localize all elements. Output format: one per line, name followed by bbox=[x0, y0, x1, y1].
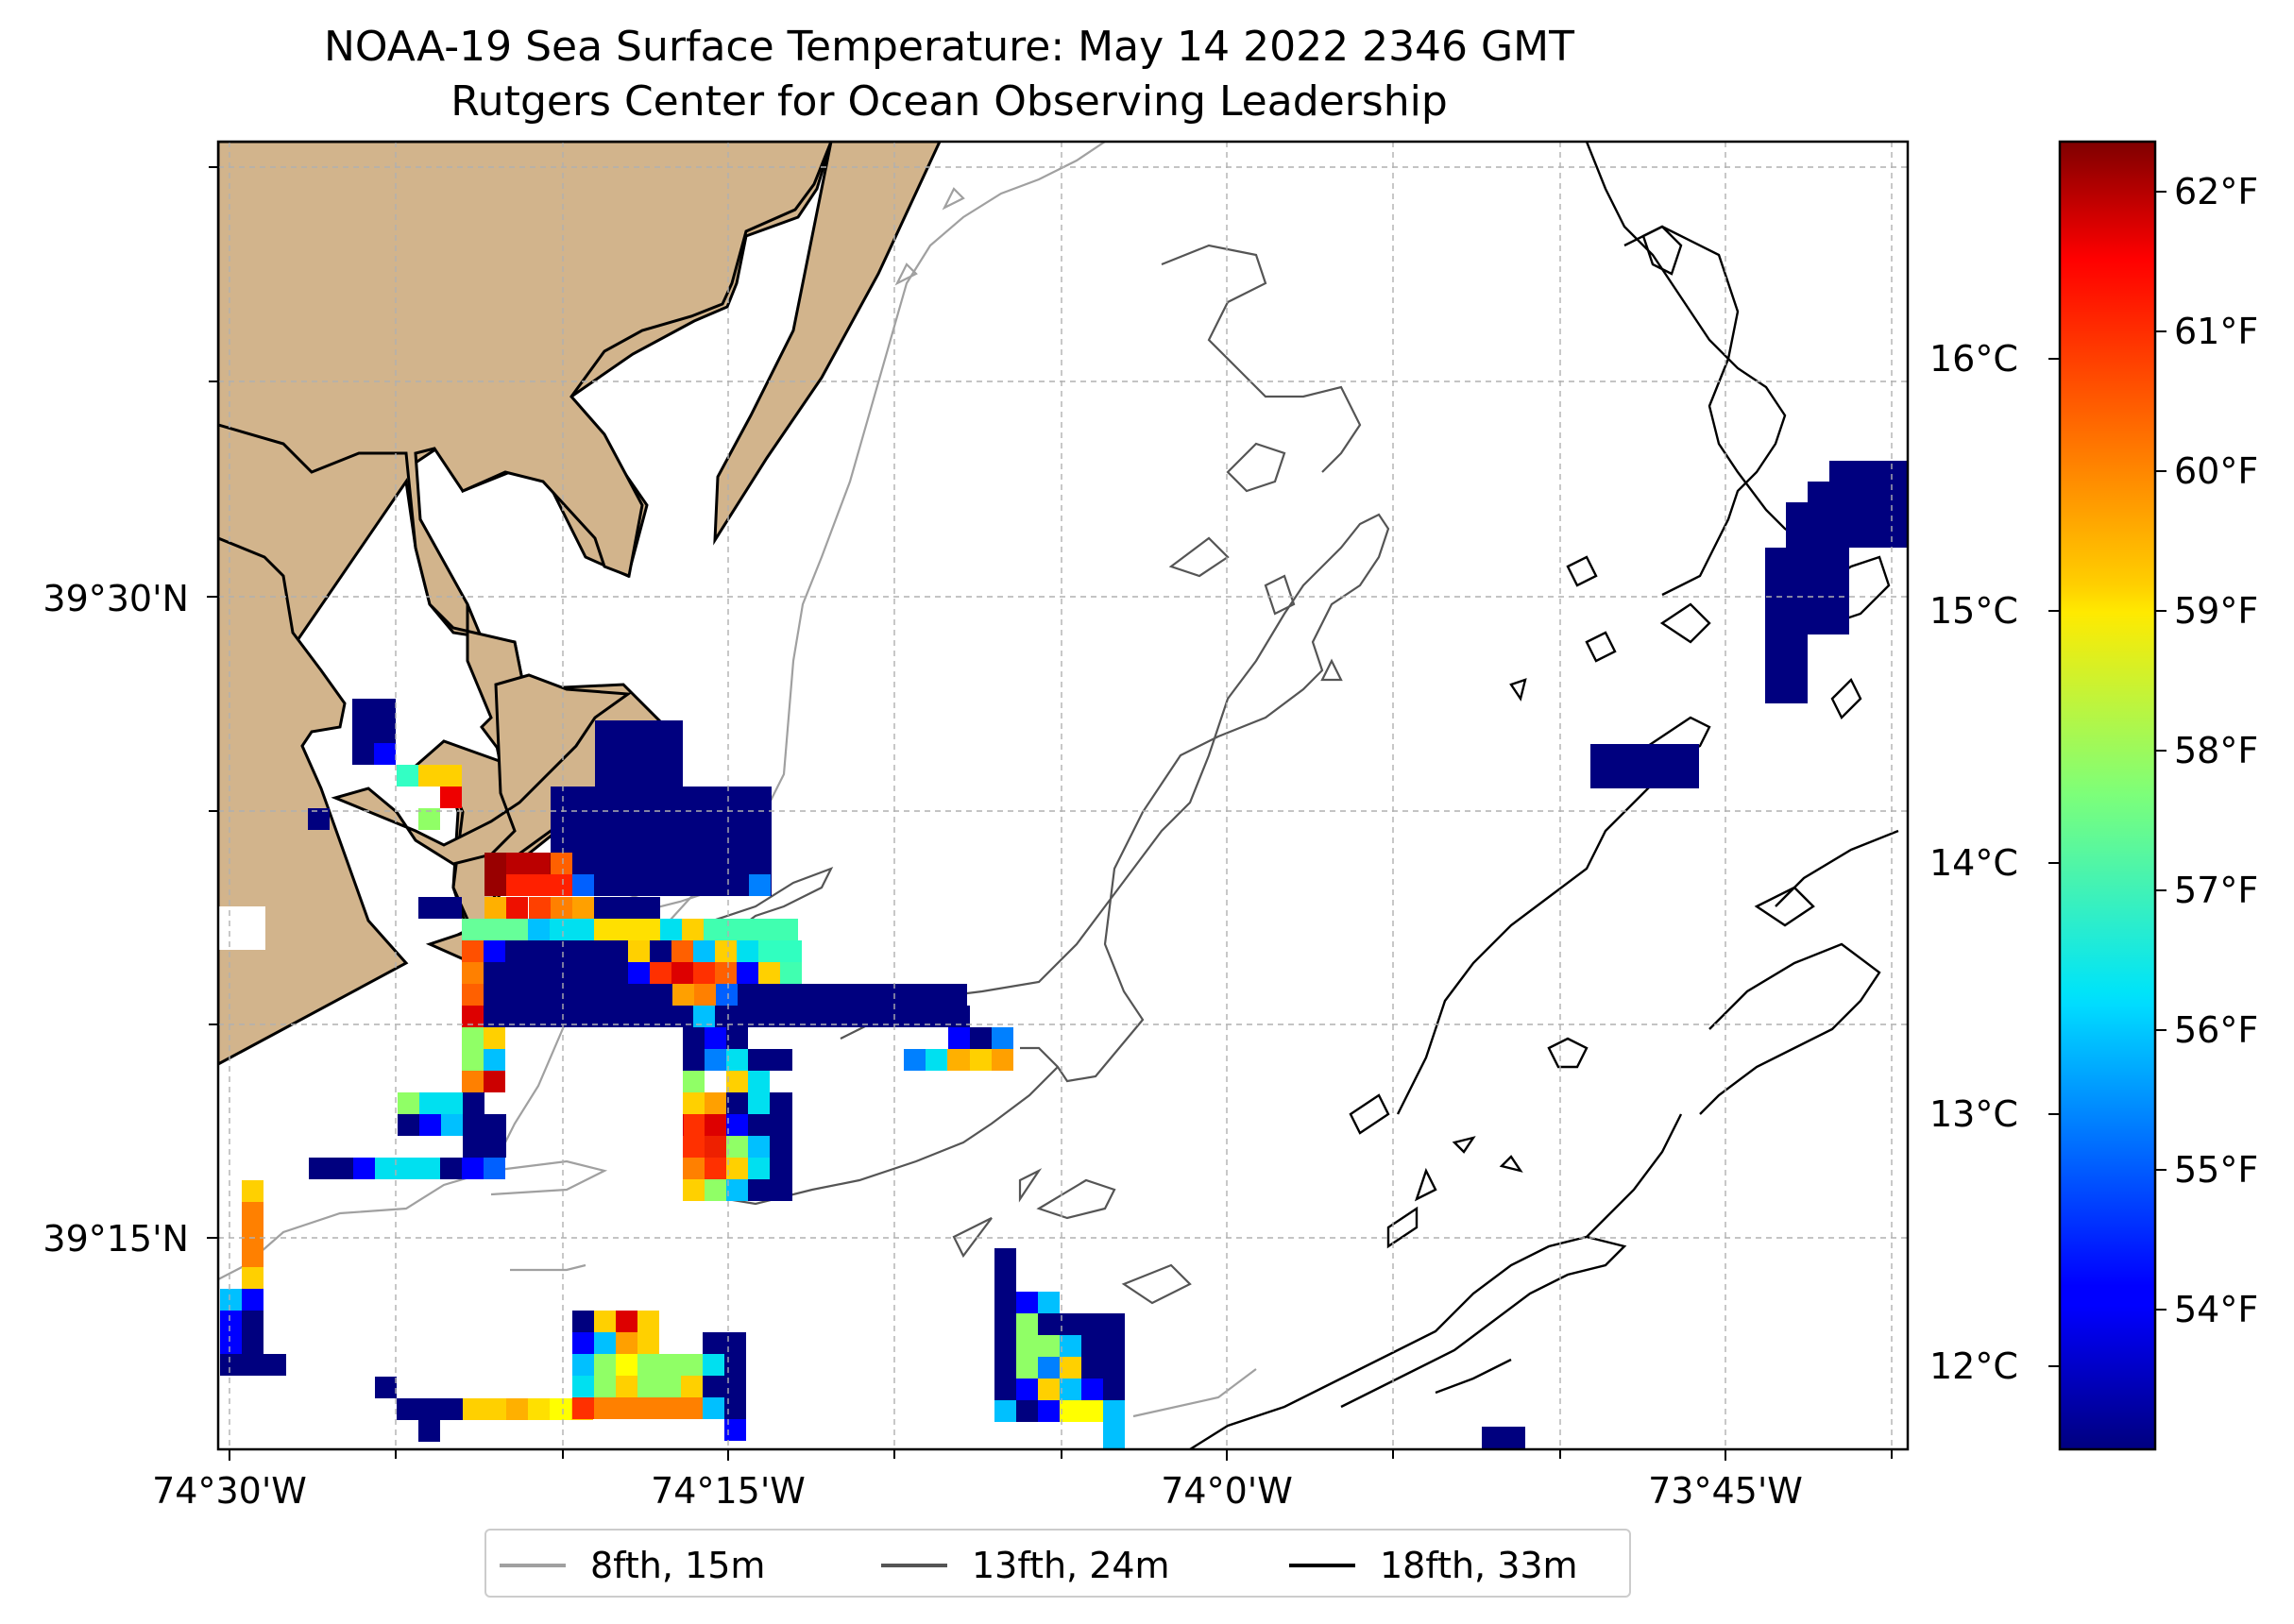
axis-ticks bbox=[207, 166, 1893, 1461]
legend-item-13fth: 13fth, 24m bbox=[881, 1531, 1170, 1599]
cb-fahrenheit-60: 60°F bbox=[2174, 450, 2259, 492]
map-title: NOAA-19 Sea Surface Temperature: May 14 … bbox=[324, 23, 1574, 71]
cb-fahrenheit-61: 61°F bbox=[2174, 311, 2259, 352]
land-northeast-spit bbox=[713, 142, 942, 546]
legend-item-18fth: 18fth, 33m bbox=[1289, 1531, 1578, 1599]
legend-line-18fth bbox=[1289, 1563, 1355, 1567]
legend-item-8fth: 8fth, 15m bbox=[500, 1531, 765, 1599]
legend-label-18fth: 18fth, 33m bbox=[1380, 1544, 1578, 1586]
colorbar-ticks bbox=[2048, 191, 2167, 1367]
legend-line-8fth bbox=[500, 1563, 566, 1567]
cb-fahrenheit-55: 55°F bbox=[2174, 1149, 2259, 1191]
legend-label-8fth: 8fth, 15m bbox=[590, 1544, 766, 1586]
cb-fahrenheit-62: 62°F bbox=[2174, 171, 2259, 212]
land-coast bbox=[218, 142, 833, 966]
lon-label-74-15: 74°15'W bbox=[651, 1470, 806, 1512]
cb-celsius-13: 13°C bbox=[1929, 1093, 2018, 1135]
gridlines bbox=[218, 142, 1908, 1449]
lat-label-39-30: 39°30'N bbox=[42, 578, 189, 619]
map-frame bbox=[216, 140, 1910, 1451]
cb-fahrenheit-58: 58°F bbox=[2174, 730, 2259, 771]
lon-label-74-0: 74°0'W bbox=[1161, 1470, 1293, 1512]
land-hook-peninsula bbox=[331, 673, 633, 866]
sst-pixels bbox=[220, 461, 1908, 1449]
cb-fahrenheit-57: 57°F bbox=[2174, 870, 2259, 911]
isobath-18fth bbox=[1189, 142, 1899, 1449]
cb-celsius-12: 12°C bbox=[1929, 1345, 2018, 1387]
isobath-legend: 8fth, 15m 13fth, 24m 18fth, 33m bbox=[484, 1529, 1631, 1598]
cb-fahrenheit-59: 59°F bbox=[2174, 590, 2259, 632]
cb-celsius-14: 14°C bbox=[1929, 842, 2018, 884]
cb-celsius-15: 15°C bbox=[1929, 590, 2018, 632]
cb-fahrenheit-56: 56°F bbox=[2174, 1009, 2259, 1051]
cb-fahrenheit-54: 54°F bbox=[2174, 1289, 2259, 1330]
legend-line-13fth bbox=[881, 1563, 947, 1567]
colorbar bbox=[2058, 140, 2157, 1451]
inlet-notch bbox=[218, 906, 265, 950]
lon-label-73-45: 73°45'W bbox=[1648, 1470, 1803, 1512]
lon-label-74-30: 74°30'W bbox=[152, 1470, 307, 1512]
map-subtitle: Rutgers Center for Ocean Observing Leade… bbox=[450, 77, 1448, 126]
lat-label-39-15: 39°15'N bbox=[42, 1218, 189, 1260]
legend-label-13fth: 13fth, 24m bbox=[972, 1544, 1170, 1586]
cb-celsius-16: 16°C bbox=[1929, 338, 2018, 380]
